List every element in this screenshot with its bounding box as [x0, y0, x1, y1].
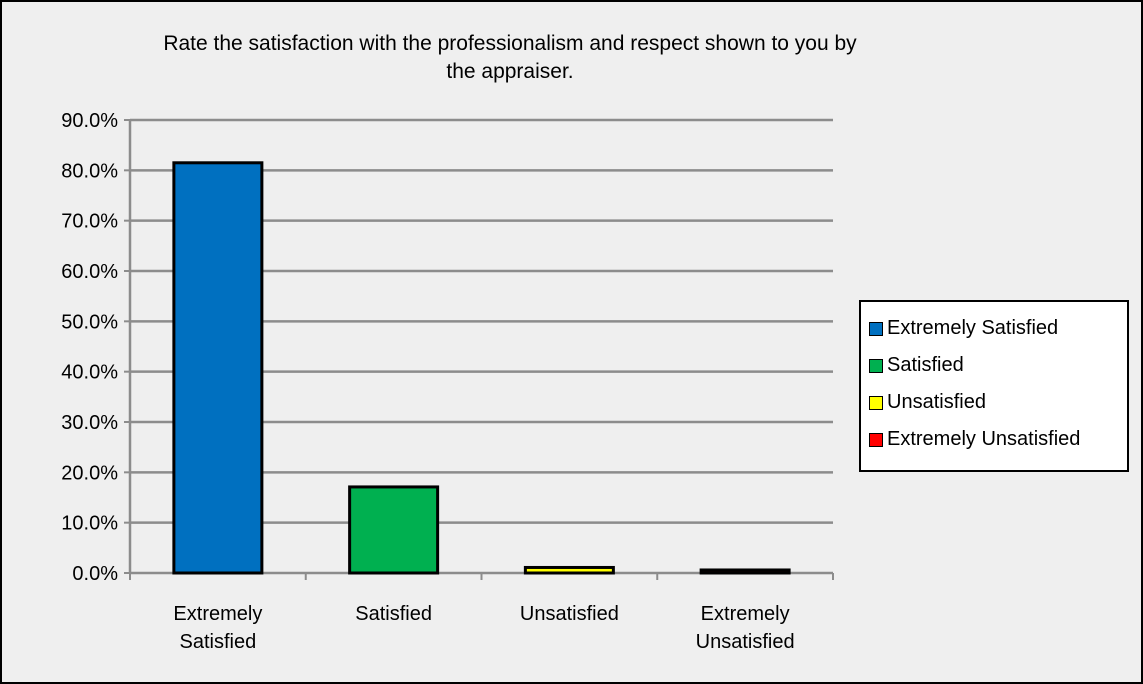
- y-tick-label: 50.0%: [61, 311, 118, 333]
- legend-swatch-extremely-unsatisfied: [869, 432, 883, 447]
- legend-item-extremely-satisfied: Extremely Satisfied: [869, 310, 1127, 347]
- y-tick-label: 70.0%: [61, 211, 118, 233]
- y-tick-label: 30.0%: [61, 412, 118, 434]
- bar-satisfied: [348, 485, 440, 575]
- chart-title-line-2: the appraiser.: [446, 60, 574, 83]
- y-tick-label: 80.0%: [61, 160, 118, 182]
- y-tick-label: 40.0%: [61, 362, 118, 384]
- chart-title-line-1: Rate the satisfaction with the professio…: [163, 32, 857, 55]
- legend-label-extremely-unsatisfied: Extremely Unsatisfied: [887, 428, 1081, 450]
- legend-swatch-satisfied: [869, 358, 883, 373]
- y-tick-label: 90.0%: [61, 110, 118, 132]
- x-tick-label: Satisfied: [355, 603, 432, 625]
- bar-extremely-unsatisfied: [699, 568, 791, 575]
- bar-unsatisfied: [523, 565, 615, 575]
- legend-item-unsatisfied: Unsatisfied: [869, 384, 1127, 421]
- legend-label-unsatisfied: Unsatisfied: [887, 391, 986, 413]
- chart-title: Rate the satisfaction with the professio…: [140, 30, 880, 86]
- y-tick-label: 60.0%: [61, 261, 118, 283]
- legend-item-extremely-unsatisfied: Extremely Unsatisfied: [869, 421, 1127, 458]
- legend-label-extremely-satisfied: Extremely Satisfied: [887, 317, 1059, 339]
- chart-legend: Extremely Satisfied Satisfied Unsatisfie…: [859, 300, 1129, 472]
- x-tick-label: Extremely Unsatisfied: [696, 603, 795, 653]
- y-tick-label: 0.0%: [72, 563, 118, 585]
- y-tick-label: 20.0%: [61, 462, 118, 484]
- x-tick-label: Unsatisfied: [520, 603, 619, 625]
- legend-label-satisfied: Satisfied: [887, 354, 964, 376]
- bar-extremely-satisfied: [172, 161, 264, 575]
- x-tick-label: Extremely Satisfied: [173, 603, 262, 653]
- legend-item-satisfied: Satisfied: [869, 347, 1127, 384]
- legend-swatch-unsatisfied: [869, 395, 883, 410]
- legend-swatch-extremely-satisfied: [869, 321, 883, 336]
- y-tick-label: 10.0%: [61, 513, 118, 535]
